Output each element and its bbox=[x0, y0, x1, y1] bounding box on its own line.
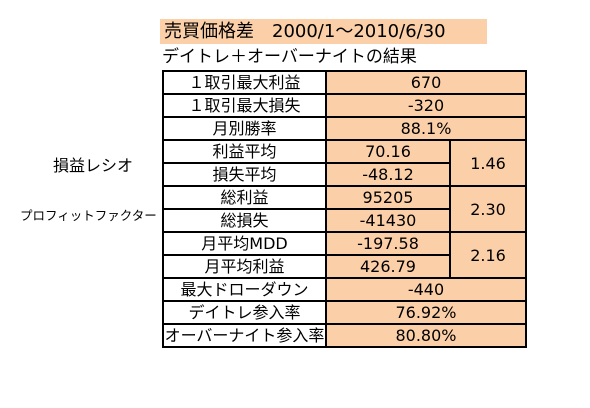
table-row: 月平均MDD -197.58 2.16 bbox=[162, 231, 527, 279]
row-value-monthly-avg-mdd: -197.58 bbox=[325, 231, 451, 256]
table-row: 最大ドローダウン -440 bbox=[162, 277, 527, 302]
table-row: 総損失 -41430 bbox=[162, 208, 526, 233]
row-value-total-loss: -41430 bbox=[325, 208, 451, 233]
table-row: 月別勝率 88.1% bbox=[162, 116, 527, 141]
row-label-total-loss: 総損失 bbox=[162, 208, 327, 233]
table-row: オーバーナイト参入率 80.80% bbox=[162, 323, 527, 348]
row-label-monthly-avg-profit: 月平均利益 bbox=[162, 254, 327, 279]
row-value-max-loss-per-trade: -320 bbox=[325, 93, 527, 118]
table-row: 総利益 95205 2.30 bbox=[162, 185, 527, 233]
page-subtitle: デイトレ＋オーバーナイトの結果 bbox=[162, 47, 417, 67]
row-label-daytrade-participation: デイトレ参入率 bbox=[162, 300, 327, 325]
row-value-max-profit-per-trade: 670 bbox=[325, 70, 527, 95]
merged-value-profit-factor: 2.30 bbox=[449, 185, 527, 233]
row-label-overnight-participation: オーバーナイト参入率 bbox=[162, 323, 327, 348]
merged-value-profit-loss-ratio: 1.46 bbox=[449, 139, 527, 187]
row-value-avg-loss: -48.12 bbox=[325, 162, 451, 187]
row-label-avg-loss: 損失平均 bbox=[162, 162, 327, 187]
row-label-max-drawdown: 最大ドローダウン bbox=[162, 277, 327, 302]
row-value-daytrade-participation: 76.92% bbox=[325, 300, 527, 325]
table-row: １取引最大損失 -320 bbox=[162, 93, 527, 118]
row-value-overnight-participation: 80.80% bbox=[325, 323, 527, 348]
table-row: 損失平均 -48.12 bbox=[162, 162, 526, 187]
table-row: 月平均利益 426.79 bbox=[162, 254, 526, 279]
row-label-monthly-avg-mdd: 月平均MDD bbox=[162, 231, 327, 256]
row-label-max-loss-per-trade: １取引最大損失 bbox=[162, 93, 327, 118]
row-value-monthly-avg-profit: 426.79 bbox=[325, 254, 451, 279]
table-row: 利益平均 70.16 1.46 bbox=[162, 139, 527, 187]
row-value-avg-profit: 70.16 bbox=[325, 139, 451, 164]
side-label-profit-factor: プロフィットファクター bbox=[20, 208, 157, 223]
row-label-max-profit-per-trade: １取引最大利益 bbox=[162, 70, 327, 95]
side-label-profit-loss-ratio: 損益レシオ bbox=[53, 156, 134, 175]
row-label-total-profit: 総利益 bbox=[162, 185, 327, 210]
row-label-avg-profit: 利益平均 bbox=[162, 139, 327, 164]
merged-value-mdd-ratio: 2.16 bbox=[449, 231, 527, 279]
row-value-max-drawdown: -440 bbox=[325, 277, 527, 302]
row-value-total-profit: 95205 bbox=[325, 185, 451, 210]
page-title: 売買価格差 2000/1〜2010/6/30 bbox=[160, 19, 487, 44]
table-row: １取引最大利益 670 bbox=[162, 70, 527, 95]
row-value-monthly-win-rate: 88.1% bbox=[325, 116, 527, 141]
row-label-monthly-win-rate: 月別勝率 bbox=[162, 116, 327, 141]
table-row: デイトレ参入率 76.92% bbox=[162, 300, 527, 325]
results-table: １取引最大利益 670 １取引最大損失 -320 月別勝率 88.1% 利益平均… bbox=[162, 70, 527, 348]
